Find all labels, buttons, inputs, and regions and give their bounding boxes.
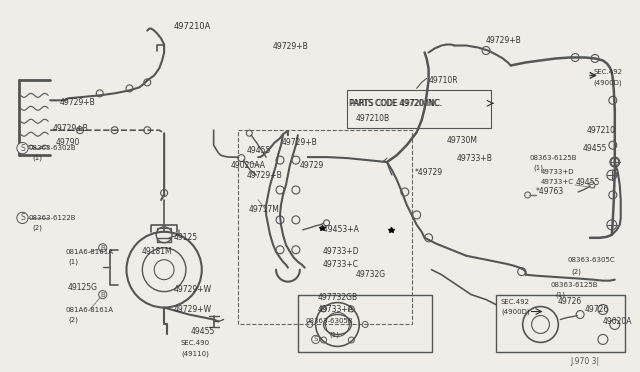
Text: B: B [100,245,105,251]
Text: 49455: 49455 [191,327,215,336]
Text: 49726: 49726 [585,305,609,314]
Text: 08363-6125B: 08363-6125B [530,155,577,161]
Text: 497210A: 497210A [174,22,211,31]
Text: 08363-6302B: 08363-6302B [28,145,76,151]
Text: (1): (1) [534,165,543,171]
Text: B: B [100,292,105,298]
Text: (1): (1) [330,331,340,338]
Bar [496,295,625,352]
Text: (1): (1) [33,155,42,161]
Bar [348,90,491,128]
Text: S: S [314,336,318,342]
Text: 081A6-8161A: 081A6-8161A [65,307,113,312]
Text: 49020A: 49020A [603,317,632,326]
Text: (49110): (49110) [181,350,209,357]
Text: (1): (1) [556,291,565,298]
Text: 49729+W: 49729+W [174,305,212,314]
Text: 49729+B: 49729+B [52,124,88,133]
Text: 49125G: 49125G [68,283,98,292]
Text: 497210B: 497210B [355,114,389,123]
Text: 49733+D: 49733+D [323,247,359,256]
Text: 49455: 49455 [246,145,271,155]
Text: 49732G: 49732G [355,270,385,279]
Text: S: S [20,214,25,222]
Text: 49729: 49729 [300,161,324,170]
Text: (2): (2) [68,316,78,323]
Text: 08363-6125B: 08363-6125B [550,282,598,288]
Text: 49181M: 49181M [141,247,172,256]
Text: 49710R: 49710R [429,76,458,85]
Text: PARTS CODE 49720 INC.: PARTS CODE 49720 INC. [350,99,443,108]
Text: *49729: *49729 [415,167,443,177]
Text: 081A6-8161A: 081A6-8161A [65,249,113,255]
Text: (4900D): (4900D) [593,79,621,86]
Text: 49729+B: 49729+B [486,36,522,45]
Text: 49729+B: 49729+B [60,98,96,107]
Text: *49453+A: *49453+A [319,225,360,234]
Text: 49733+D: 49733+D [541,169,574,175]
Text: J.970 3|: J.970 3| [570,357,599,366]
Text: 49729+B: 49729+B [273,42,309,51]
Text: SEC.490: SEC.490 [181,340,210,346]
Text: 49455: 49455 [583,144,607,153]
Bar [298,295,431,352]
Text: 49733+B: 49733+B [456,154,492,163]
Bar [239,130,412,324]
Text: 497732GB: 497732GB [317,293,358,302]
Text: (4900D): (4900D) [501,308,529,315]
Text: 49790: 49790 [55,138,79,147]
Text: SEC.492: SEC.492 [501,299,530,305]
Text: 08363-6305B: 08363-6305B [306,318,353,324]
Text: (2): (2) [33,225,42,231]
Text: 49717M: 49717M [248,205,279,214]
Text: 49020AA: 49020AA [230,161,266,170]
Text: PARTS CODE 49720 INC.: PARTS CODE 49720 INC. [349,99,442,108]
Text: 49733+C: 49733+C [541,179,573,185]
Text: (2): (2) [572,269,581,275]
Text: (1): (1) [68,259,78,265]
Text: 49733+C: 49733+C [323,260,358,269]
Text: SEC.492: SEC.492 [593,70,622,76]
Text: 49729+W: 49729+W [174,285,212,294]
Text: 08363-6122B: 08363-6122B [28,215,76,221]
Text: 49729+B: 49729+B [282,138,317,147]
Text: S: S [20,144,25,153]
Text: 49726: 49726 [557,297,582,306]
Text: 49730M: 49730M [447,136,477,145]
Text: *49763: *49763 [536,187,564,196]
Text: 08363-6305C: 08363-6305C [567,257,615,263]
Text: 49733+A: 49733+A [317,305,354,314]
Text: 49729+B: 49729+B [246,170,282,180]
Text: 497210: 497210 [587,126,616,135]
Text: 49455: 49455 [575,177,600,186]
Text: 49125: 49125 [174,233,198,242]
